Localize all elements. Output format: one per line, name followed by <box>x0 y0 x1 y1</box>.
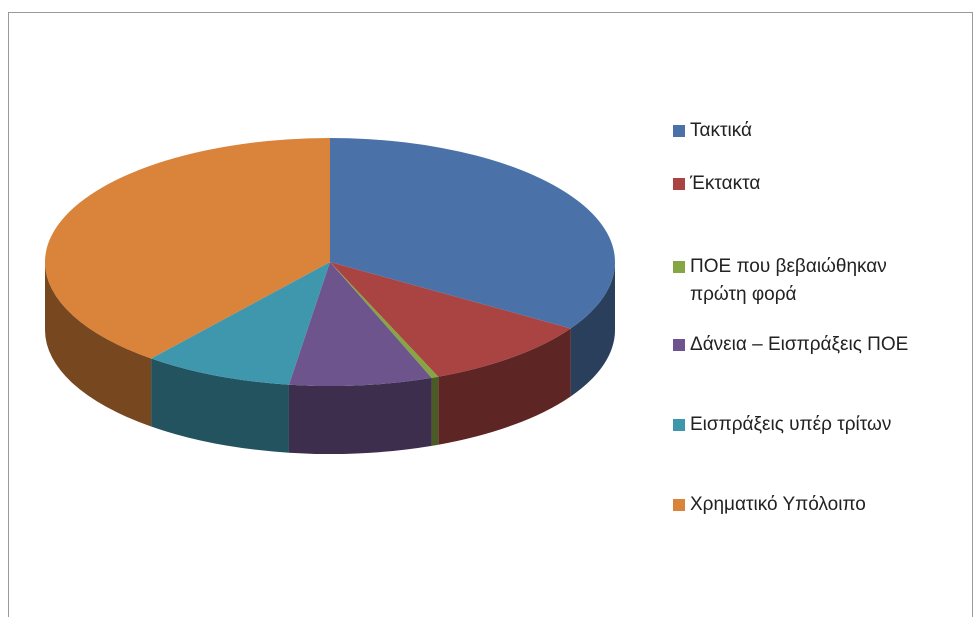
slice-side <box>45 262 152 427</box>
legend-item: Δάνεια – Εισπράξεις ΠΟΕ <box>673 331 948 359</box>
legend-label: Τακτικά <box>690 120 752 141</box>
legend-swatch <box>673 419 685 431</box>
legend-label: Έκτακτα <box>690 173 761 194</box>
legend-swatch <box>673 178 685 190</box>
legend-swatch <box>673 339 685 351</box>
pie-tops <box>45 138 615 387</box>
legend-item: Έκτακτα <box>673 170 948 198</box>
legend-swatch <box>673 499 685 511</box>
legend-item: Τακτικά <box>673 117 948 145</box>
pie-sides <box>45 262 615 455</box>
legend-label: ΠΟΕ που βεβαιώθηκαν πρώτη φορά <box>690 256 887 305</box>
pie-slice <box>330 262 571 377</box>
legend-item: Χρηματικό Υπόλοιπο <box>673 491 948 519</box>
slice-side <box>570 262 615 397</box>
legend-item: Εισπράξεις υπέρ τρίτων <box>673 411 948 439</box>
legend-item: ΠΟΕ που βεβαιώθηκαν πρώτη φορά <box>673 253 948 309</box>
pie-slice <box>151 262 330 385</box>
slice-side <box>288 377 432 455</box>
pie-slice <box>45 138 330 359</box>
legend-label: Δάνεια – Εισπράξεις ΠΟΕ <box>690 334 909 355</box>
slice-side <box>431 376 439 446</box>
slice-side <box>151 358 289 453</box>
pie-slice <box>330 262 439 378</box>
legend-label: Χρηματικό Υπόλοιπο <box>690 494 866 515</box>
pie-slice <box>330 138 615 329</box>
legend-label: Εισπράξεις υπέρ τρίτων <box>690 414 892 435</box>
chart-border <box>8 12 973 617</box>
pie-slice <box>288 262 432 387</box>
legend-swatch <box>673 261 685 273</box>
legend-swatch <box>673 125 685 137</box>
slice-side <box>438 328 571 445</box>
